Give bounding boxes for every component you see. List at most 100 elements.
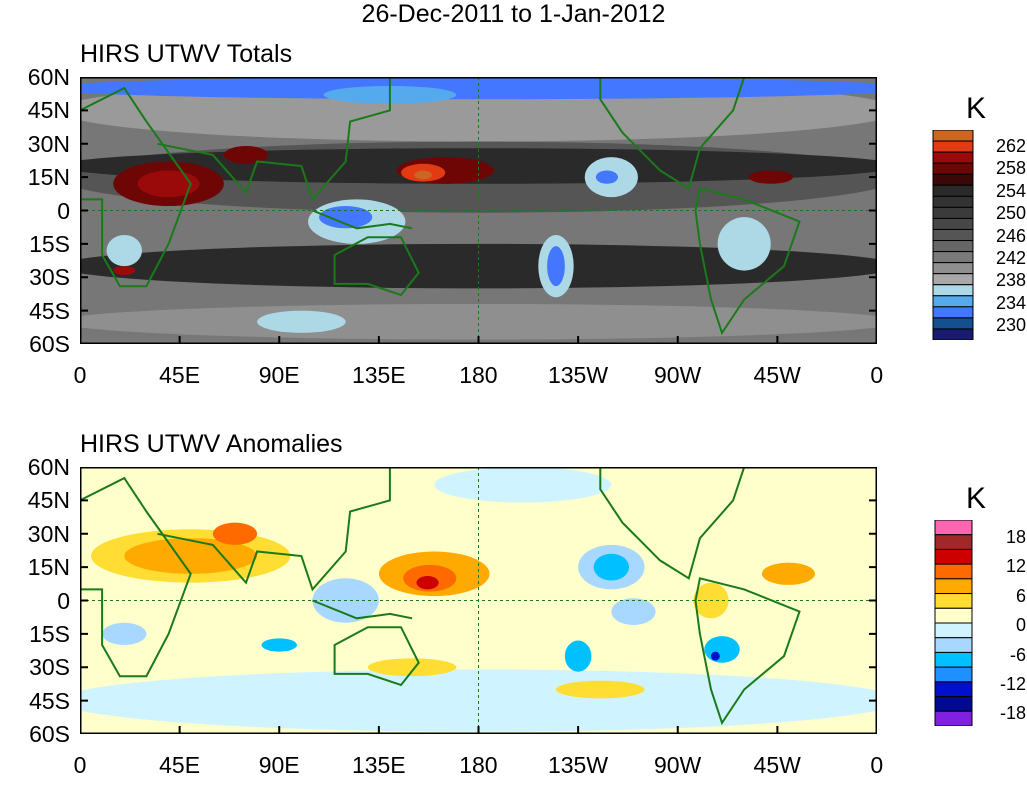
x-tick-label: 135E [351, 362, 406, 388]
y-tick-label: 30N [27, 130, 70, 157]
contour-region [102, 622, 147, 645]
colorbar-box [934, 520, 973, 536]
contour-region [80, 669, 877, 732]
contour-region [564, 640, 592, 672]
colorbar-label: -18 [999, 703, 1026, 724]
totals-map [80, 77, 877, 344]
colorbar-label: 234 [995, 292, 1026, 313]
colorbar-label: 238 [995, 270, 1026, 291]
contour-region [547, 246, 565, 287]
contour-region [367, 658, 457, 677]
colorbar-box [934, 534, 973, 550]
x-tick-label: 0 [73, 752, 87, 778]
colorbar-label: -12 [999, 674, 1026, 694]
contour-region [80, 303, 877, 340]
coastline [312, 599, 413, 620]
colorbar-box [932, 228, 974, 242]
contour-region [414, 170, 433, 180]
colorbar-label: 6 [1015, 585, 1026, 606]
x-tick-label: 45W [753, 362, 801, 388]
y-tick-label: 15N [27, 164, 70, 191]
contour-region [106, 234, 142, 267]
colorbar-box [934, 578, 973, 595]
colorbar-box [934, 607, 973, 624]
contour-region [593, 553, 630, 581]
colorbar-label: 262 [995, 136, 1026, 156]
coastline [312, 209, 413, 230]
colorbar-box [932, 140, 974, 153]
colorbar-box [934, 637, 973, 653]
colorbar-box [932, 240, 974, 253]
y-tick-label: 15S [29, 621, 70, 647]
colorbar-box [932, 284, 974, 297]
colorbar-box [934, 666, 973, 683]
y-tick-label: 60S [29, 331, 70, 358]
colorbar-box [932, 217, 974, 230]
colorbar-box [934, 548, 973, 565]
contour-region [704, 636, 740, 663]
colorbar-box [934, 651, 973, 668]
panel-title-totals: HIRS UTWV Totals [80, 40, 293, 68]
contour-region [555, 680, 645, 699]
contour-region [80, 243, 877, 289]
y-tick-label: 15S [29, 231, 70, 257]
colorbar-box [932, 162, 974, 175]
colorbar-label: 230 [995, 315, 1026, 336]
x-tick-label: 0 [870, 362, 884, 388]
y-tick-label: 45S [29, 687, 70, 714]
coastline [157, 77, 391, 202]
x-tick-label: 45W [753, 752, 801, 778]
x-tick-label: 90E [258, 752, 300, 778]
colorbar-box [932, 262, 974, 275]
colorbar-box [932, 151, 974, 164]
colorbar-label: 254 [995, 180, 1026, 201]
y-tick-label: 0 [57, 197, 70, 224]
colorbar-box [932, 206, 974, 219]
x-tick-label: 90W [653, 752, 702, 778]
colorbar-box [934, 681, 973, 698]
colorbar-box [932, 184, 974, 197]
colorbar-box [932, 251, 974, 264]
y-tick-label: 30N [27, 520, 70, 547]
coastline [157, 467, 391, 592]
coastline [333, 236, 420, 297]
contour-region [434, 467, 612, 503]
anomalies-map [80, 467, 877, 734]
y-tick-label: 45N [27, 97, 70, 124]
colorbar-box [932, 317, 974, 330]
colorbar-box [932, 306, 974, 319]
colorbar-label: 0 [1015, 615, 1026, 636]
contour-region [416, 576, 439, 590]
coastline [599, 77, 746, 190]
colorbar-label: 242 [995, 248, 1026, 268]
contour-region [710, 651, 720, 661]
colorbar-label: 258 [995, 158, 1026, 179]
colorbar-box [932, 130, 974, 142]
contour-region [595, 170, 618, 184]
coastline [80, 476, 192, 678]
colorbar-label: 12 [1005, 556, 1026, 577]
panel-title-anomalies: HIRS UTWV Anomalies [80, 430, 343, 458]
y-tick-label: 30S [29, 654, 70, 681]
x-tick-label: 180 [459, 752, 498, 778]
colorbar-label: 18 [1005, 527, 1026, 547]
colorbar-anomalies [934, 520, 973, 726]
contour-region [257, 310, 346, 333]
colorbar-box [932, 195, 974, 208]
x-tick-label: 0 [870, 752, 884, 778]
contour-region [113, 266, 136, 276]
contour-region [223, 145, 269, 164]
colorbar-totals [932, 130, 974, 340]
y-tick-label: 60N [27, 454, 70, 480]
y-tick-label: 60S [29, 721, 70, 748]
contour-region [748, 170, 793, 184]
contour-region [761, 562, 816, 585]
colorbar-unit-anomalies: K [965, 482, 986, 515]
colorbar-box [932, 295, 974, 308]
colorbar-box [934, 622, 973, 639]
colorbar-label: 250 [995, 203, 1026, 224]
x-tick-label: 90W [653, 362, 702, 388]
y-tick-label: 0 [57, 587, 70, 614]
contour-region [80, 77, 877, 100]
contour-region [124, 538, 258, 574]
